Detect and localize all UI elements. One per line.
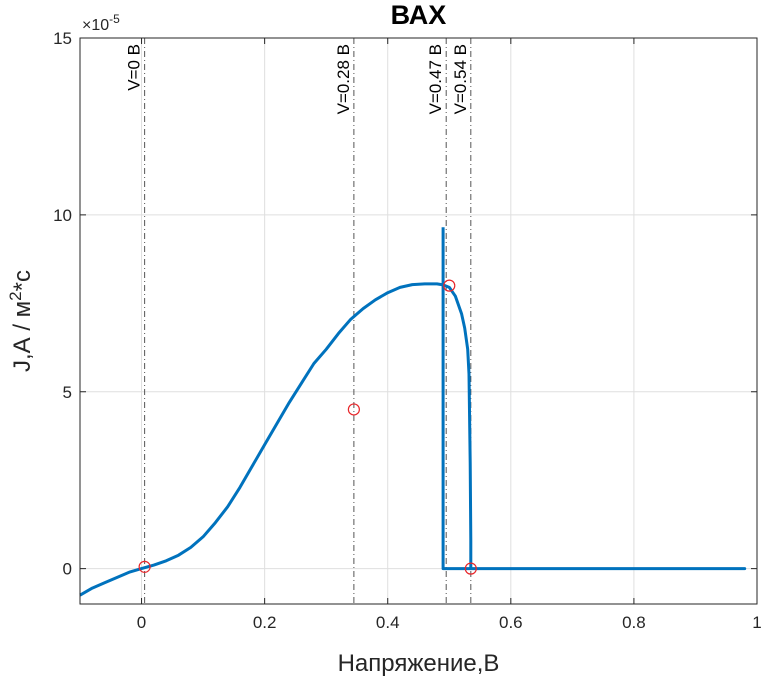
reference-line-label: V=0.28 В — [334, 44, 353, 114]
y-axis-label: J,А / м2*с — [6, 270, 36, 372]
x-tick-label: 0.8 — [622, 613, 646, 632]
data-marker — [443, 279, 456, 292]
data-marker — [464, 562, 477, 575]
x-tick-label: 0.6 — [499, 613, 523, 632]
x-tick-label: 0 — [137, 613, 146, 632]
data-marker — [138, 560, 151, 573]
reference-line-label: V=0.47 В — [426, 44, 445, 114]
y-tick-label: 5 — [63, 383, 72, 402]
reference-line-label: V=0 В — [125, 44, 144, 91]
axes-box — [79, 37, 758, 605]
y-exponent-label: ×10-5 — [82, 12, 120, 34]
x-axis-label: Напряжение,В — [338, 650, 500, 677]
x-tick-label: 0.4 — [376, 613, 400, 632]
x-tick-label: 0.2 — [253, 613, 277, 632]
markers — [138, 279, 477, 575]
reference-line-label: V=0.54 В — [451, 44, 470, 114]
y-tick-label: 0 — [63, 560, 72, 579]
labels: ВАХ Напряжение,В J,А / м2*с ×10-5 — [6, 0, 499, 677]
y-tick-label: 10 — [53, 206, 72, 225]
series-line — [79, 227, 747, 597]
x-tick-label: 1 — [752, 613, 761, 632]
data-marker — [347, 403, 360, 416]
series — [79, 227, 747, 597]
y-tick-label: 15 — [53, 29, 72, 48]
chart-title: ВАХ — [391, 0, 447, 30]
